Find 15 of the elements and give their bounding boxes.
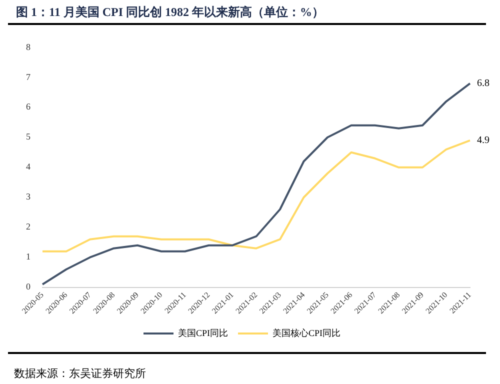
y-tick-label: 5 [26, 132, 31, 142]
legend-label: 美国CPI同比 [178, 328, 228, 338]
y-tick-label: 4 [26, 162, 31, 172]
chart-title: 图 1：11 月美国 CPI 同比创 1982 年以来新高（单位：%） [16, 4, 324, 21]
source-note: 数据来源：东吴证券研究所 [14, 366, 146, 381]
data-label: 6.8 [477, 78, 490, 90]
y-tick-label: 1 [26, 252, 30, 262]
y-tick-label: 6 [26, 102, 31, 112]
data-label: 4.9 [477, 135, 490, 146]
y-tick-label: 0 [26, 282, 31, 292]
y-tick-label: 2 [26, 222, 30, 232]
y-tick-label: 7 [26, 72, 31, 82]
y-tick-label: 8 [26, 42, 31, 52]
y-tick-label: 3 [26, 192, 31, 202]
legend-label: 美国核心CPI同比 [272, 328, 341, 338]
